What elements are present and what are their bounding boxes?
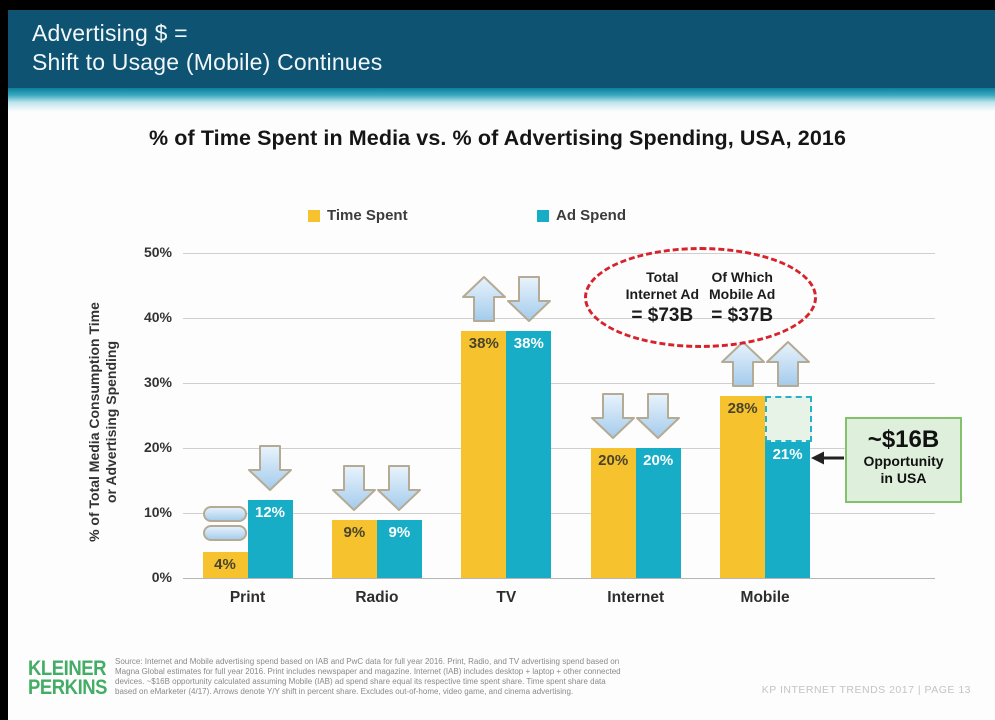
callout-text: Mobile Ad: [709, 285, 776, 302]
bar-value-label: 21%: [772, 445, 803, 463]
category-label-print: Print: [229, 589, 266, 606]
opportunity-box: ~$16B Opportunity in USA: [845, 417, 962, 503]
bar-value-label: 20%: [598, 452, 629, 469]
trend-down-arrow-time-spent-internet: [590, 392, 636, 440]
bar-value-label: 9%: [388, 523, 411, 541]
callout-value: = $73B: [631, 304, 694, 326]
y-tick-label: 30%: [143, 374, 172, 390]
bar-value-label: 28%: [727, 400, 758, 417]
trend-up-arrow-time-spent-mobile: [720, 340, 766, 388]
gridline: [183, 253, 935, 254]
y-tick-label: 20%: [143, 439, 172, 455]
source-line: based on eMarketer (4/17). Arrows denote…: [115, 687, 574, 696]
gridline: [183, 318, 935, 319]
bar-ad-spend-print: [247, 500, 293, 578]
y-axis-label-line1: % of Total Media Consumption Time: [86, 302, 102, 542]
opportunity-line2: Opportunity: [863, 453, 944, 469]
bar-ad-spend-mobile: [765, 441, 811, 578]
bar-value-label: 20%: [643, 452, 674, 469]
trend-down-arrow-ad-spend-radio: [376, 464, 422, 512]
opportunity-amount: ~$16B: [867, 426, 940, 453]
gridline: [183, 383, 935, 384]
bar-ad-spend-internet: [635, 448, 681, 578]
category-label-internet: Internet: [607, 589, 665, 606]
header-title-line1: Advertising $ =: [32, 20, 188, 46]
kleiner-perkins-logo: KLEINER PERKINS: [28, 657, 108, 699]
callout-text: Of Which: [711, 268, 773, 285]
legend-item-ad-spend: Ad Spend: [537, 207, 626, 224]
y-axis-label-line2: or Advertising Spending: [103, 340, 119, 504]
internet-ad-callout-ellipse: Total Internet Ad = $73B Of Which Mobile…: [584, 247, 817, 348]
trend-up-arrow-ad-spend-mobile: [765, 340, 811, 388]
legend-swatch-ad-spend: [537, 209, 549, 222]
bar-value-label: 4%: [214, 556, 236, 573]
logo-line2: PERKINS: [28, 675, 108, 699]
bar-ad-spend-radio: [376, 519, 422, 578]
bar-value-label: 38%: [468, 335, 499, 352]
gridline: [183, 513, 935, 514]
bar-value-label: 9%: [343, 523, 366, 541]
bar-time-spent-internet: [590, 448, 636, 578]
mobile-ad-ghost-extension: [765, 396, 813, 442]
trend-up-arrow-time-spent-tv: [461, 275, 507, 323]
bar-value-label: 12%: [254, 504, 286, 521]
y-tick-label: 0%: [151, 569, 172, 585]
legend-swatch-time-spent: [308, 209, 320, 222]
legend-label-ad-spend: Ad Spend: [556, 207, 626, 224]
gridline: [183, 448, 935, 449]
trend-down-arrow-ad-spend-internet: [635, 392, 681, 440]
bar-value-label: 38%: [513, 335, 544, 352]
bar-time-spent-mobile: [720, 396, 766, 578]
slide-header: Advertising $ = Shift to Usage (Mobile) …: [8, 10, 995, 88]
legend-item-time-spent: Time Spent: [308, 207, 408, 224]
trend-down-arrow-ad-spend-tv: [506, 275, 552, 323]
bar-time-spent-tv: [461, 331, 507, 578]
bar-ad-spend-tv: [506, 331, 552, 578]
y-tick-label: 40%: [143, 309, 172, 325]
bar-time-spent-print: [202, 552, 248, 578]
category-label-tv: TV: [496, 589, 517, 606]
logo-line1: KLEINER: [28, 657, 107, 680]
header-accent-strip: [8, 88, 995, 112]
callout-value: = $37B: [711, 304, 774, 326]
trend-down-arrow-time-spent-radio: [331, 464, 377, 512]
bar-time-spent-radio: [331, 519, 377, 578]
opportunity-arrow: [811, 451, 844, 465]
trend-flat-arrow-time-spent-print: [202, 504, 248, 544]
callout-text: Internet Ad: [625, 285, 699, 302]
source-note: Source: Internet and Mobile advertising …: [115, 657, 770, 697]
mobile-ad-callout: Of Which Mobile Ad = $37B: [709, 269, 775, 327]
legend-label-time-spent: Time Spent: [327, 207, 408, 224]
y-tick-label: 10%: [143, 504, 172, 520]
page-footer-label: KP INTERNET TRENDS 2017 | PAGE 13: [761, 684, 971, 696]
source-line: Magna Global estimates for full year 201…: [115, 667, 621, 676]
header-title-line2: Shift to Usage (Mobile) Continues: [32, 49, 383, 75]
category-label-mobile: Mobile: [740, 589, 790, 606]
y-tick-label: 50%: [143, 244, 172, 260]
source-line: devices. ~$16B opportunity calculated as…: [115, 677, 606, 686]
total-internet-ad-callout: Total Internet Ad = $73B: [626, 269, 699, 327]
source-line: Source: Internet and Mobile advertising …: [115, 657, 620, 666]
callout-text: Total: [646, 268, 679, 285]
trend-down-arrow-ad-spend-print: [247, 444, 293, 492]
category-label-radio: Radio: [355, 589, 399, 606]
gridline: [183, 578, 935, 579]
y-axis-label: % of Total Media Consumption Time or Adv…: [86, 257, 120, 587]
chart-title: % of Time Spent in Media vs. % of Advert…: [148, 126, 847, 150]
opportunity-line3: in USA: [880, 470, 927, 486]
